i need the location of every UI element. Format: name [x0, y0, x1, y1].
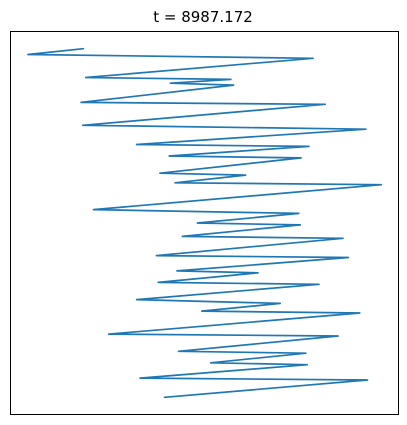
axes-frame	[10, 31, 399, 415]
plot-area	[27, 47, 383, 399]
chart-title: t = 8987.172	[153, 8, 253, 26]
series-line-1	[27, 47, 383, 399]
